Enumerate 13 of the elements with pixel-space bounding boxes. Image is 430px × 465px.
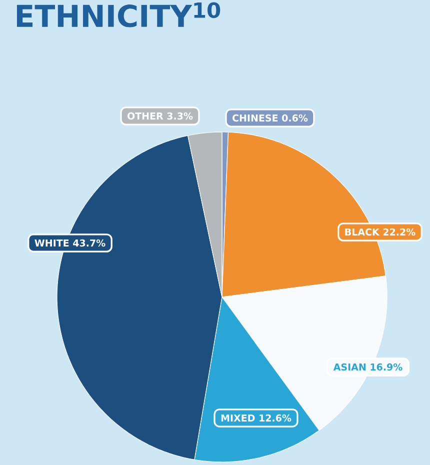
data-label: 0.6%: [282, 114, 308, 122]
data-label: 12.6%: [260, 414, 292, 422]
slice-label: OTHER: [127, 112, 164, 120]
slice-label: WHITE: [34, 240, 69, 246]
slice-label: MIXED: [221, 414, 255, 422]
data-label: 3.3%: [167, 112, 193, 120]
slice-label: ASIAN: [333, 363, 366, 371]
slice-label: CHINESE: [232, 114, 278, 122]
data-label: 16.9%: [370, 363, 402, 371]
chart-title: ETHNICITY$^{10}$: [16, 2, 220, 28]
slice-label: BLACK: [345, 228, 380, 236]
data-label: 22.2%: [383, 228, 416, 236]
data-label: 43.7%: [73, 239, 106, 247]
